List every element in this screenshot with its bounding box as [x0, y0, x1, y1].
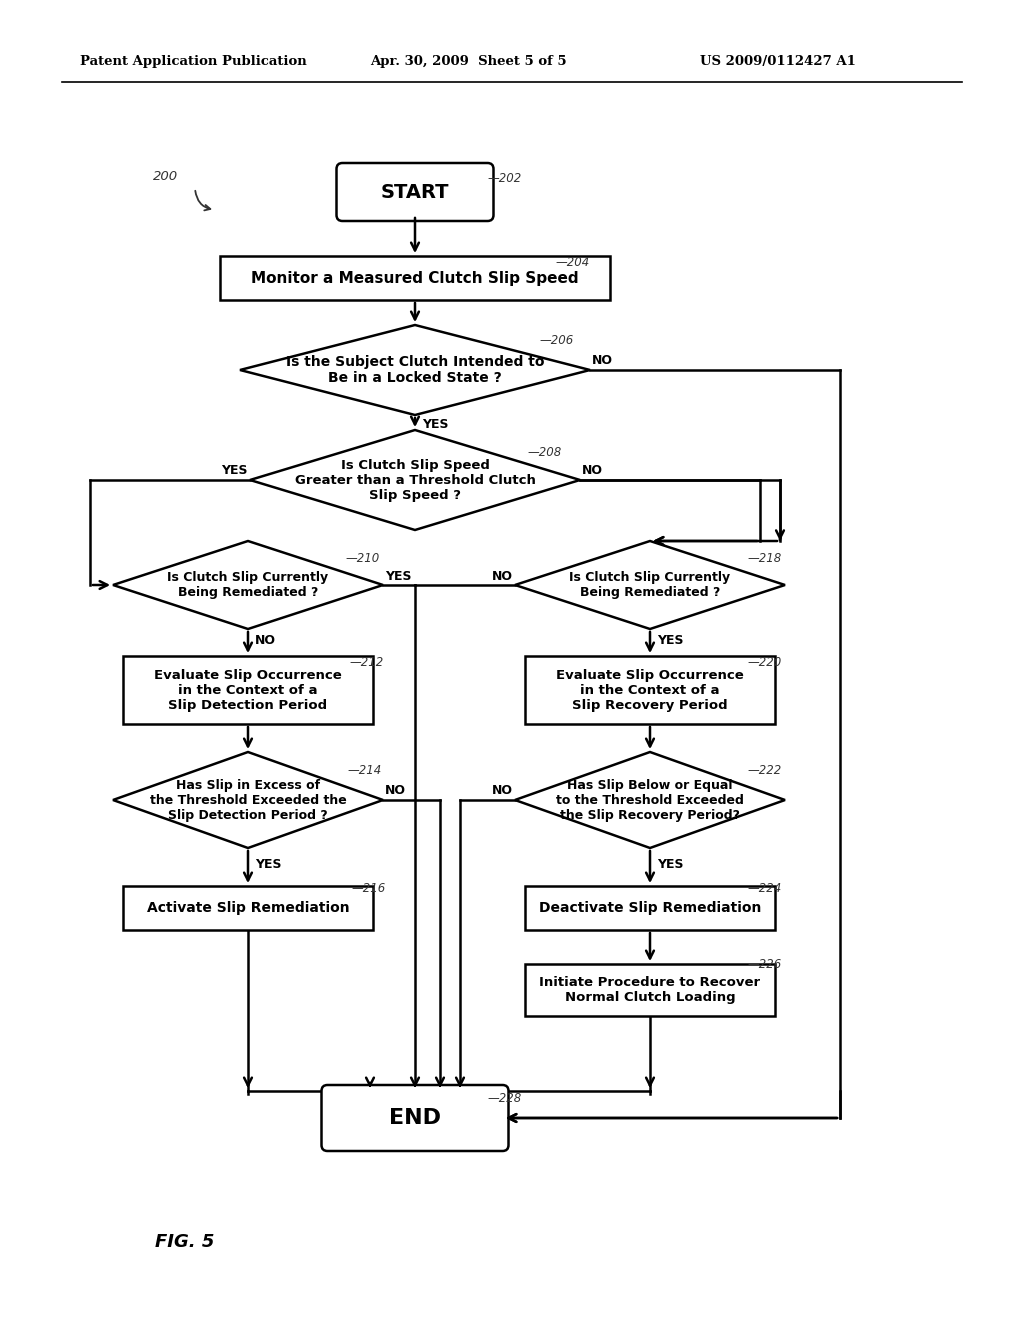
Bar: [123, 656, 373, 723]
Text: NO: NO: [592, 354, 613, 367]
Text: YES: YES: [657, 858, 683, 871]
Text: —206: —206: [540, 334, 574, 346]
Text: —202: —202: [488, 172, 522, 185]
Text: Evaluate Slip Occurrence
in the Context of a
Slip Detection Period: Evaluate Slip Occurrence in the Context …: [155, 668, 342, 711]
Text: Is the Subject Clutch Intended to
Be in a Locked State ?: Is the Subject Clutch Intended to Be in …: [286, 355, 544, 385]
Text: Activate Slip Remediation: Activate Slip Remediation: [146, 902, 349, 915]
Polygon shape: [250, 430, 580, 531]
Text: Is Clutch Slip Currently
Being Remediated ?: Is Clutch Slip Currently Being Remediate…: [569, 572, 730, 599]
Text: —212: —212: [350, 656, 384, 668]
Text: Monitor a Measured Clutch Slip Speed: Monitor a Measured Clutch Slip Speed: [251, 271, 579, 285]
Text: —208: —208: [528, 446, 562, 458]
Text: US 2009/0112427 A1: US 2009/0112427 A1: [700, 55, 856, 69]
FancyBboxPatch shape: [322, 1085, 509, 1151]
Text: NO: NO: [492, 784, 513, 796]
Text: Evaluate Slip Occurrence
in the Context of a
Slip Recovery Period: Evaluate Slip Occurrence in the Context …: [556, 668, 743, 711]
Bar: [525, 656, 775, 723]
Text: —216: —216: [352, 882, 386, 895]
Text: —220: —220: [748, 656, 782, 668]
Text: —222: —222: [748, 763, 782, 776]
Polygon shape: [515, 541, 785, 630]
Text: —228: —228: [488, 1092, 522, 1105]
Text: Patent Application Publication: Patent Application Publication: [80, 55, 307, 69]
Text: YES: YES: [422, 417, 449, 430]
Text: Deactivate Slip Remediation: Deactivate Slip Remediation: [539, 902, 761, 915]
Bar: [525, 964, 775, 1016]
Text: —204: —204: [555, 256, 589, 268]
Text: Apr. 30, 2009  Sheet 5 of 5: Apr. 30, 2009 Sheet 5 of 5: [370, 55, 566, 69]
Text: NO: NO: [255, 634, 276, 647]
Polygon shape: [113, 752, 383, 847]
Text: YES: YES: [255, 858, 282, 871]
FancyBboxPatch shape: [337, 162, 494, 220]
Bar: [123, 886, 373, 931]
Text: Is Clutch Slip Speed
Greater than a Threshold Clutch
Slip Speed ?: Is Clutch Slip Speed Greater than a Thre…: [295, 458, 536, 502]
Text: Has Slip Below or Equal
to the Threshold Exceeded
the Slip Recovery Period?: Has Slip Below or Equal to the Threshold…: [556, 779, 744, 821]
Text: YES: YES: [385, 569, 412, 582]
Text: —224: —224: [748, 882, 782, 895]
Polygon shape: [240, 325, 590, 414]
Text: Initiate Procedure to Recover
Normal Clutch Loading: Initiate Procedure to Recover Normal Clu…: [540, 975, 761, 1005]
Text: Has Slip in Excess of
the Threshold Exceeded the
Slip Detection Period ?: Has Slip in Excess of the Threshold Exce…: [150, 779, 346, 821]
Text: —218: —218: [748, 552, 782, 565]
Text: NO: NO: [385, 784, 406, 796]
Text: NO: NO: [582, 463, 603, 477]
Text: END: END: [389, 1107, 441, 1129]
Text: —210: —210: [346, 552, 380, 565]
Text: YES: YES: [657, 634, 683, 647]
Text: 200: 200: [153, 169, 178, 182]
Text: —226: —226: [748, 957, 782, 970]
Polygon shape: [113, 541, 383, 630]
Text: —214: —214: [348, 763, 382, 776]
Bar: [220, 256, 610, 300]
Text: Is Clutch Slip Currently
Being Remediated ?: Is Clutch Slip Currently Being Remediate…: [168, 572, 329, 599]
Text: FIG. 5: FIG. 5: [156, 1233, 215, 1251]
Text: START: START: [381, 182, 450, 202]
Polygon shape: [515, 752, 785, 847]
Text: YES: YES: [221, 463, 248, 477]
Bar: [525, 886, 775, 931]
Text: NO: NO: [492, 569, 513, 582]
